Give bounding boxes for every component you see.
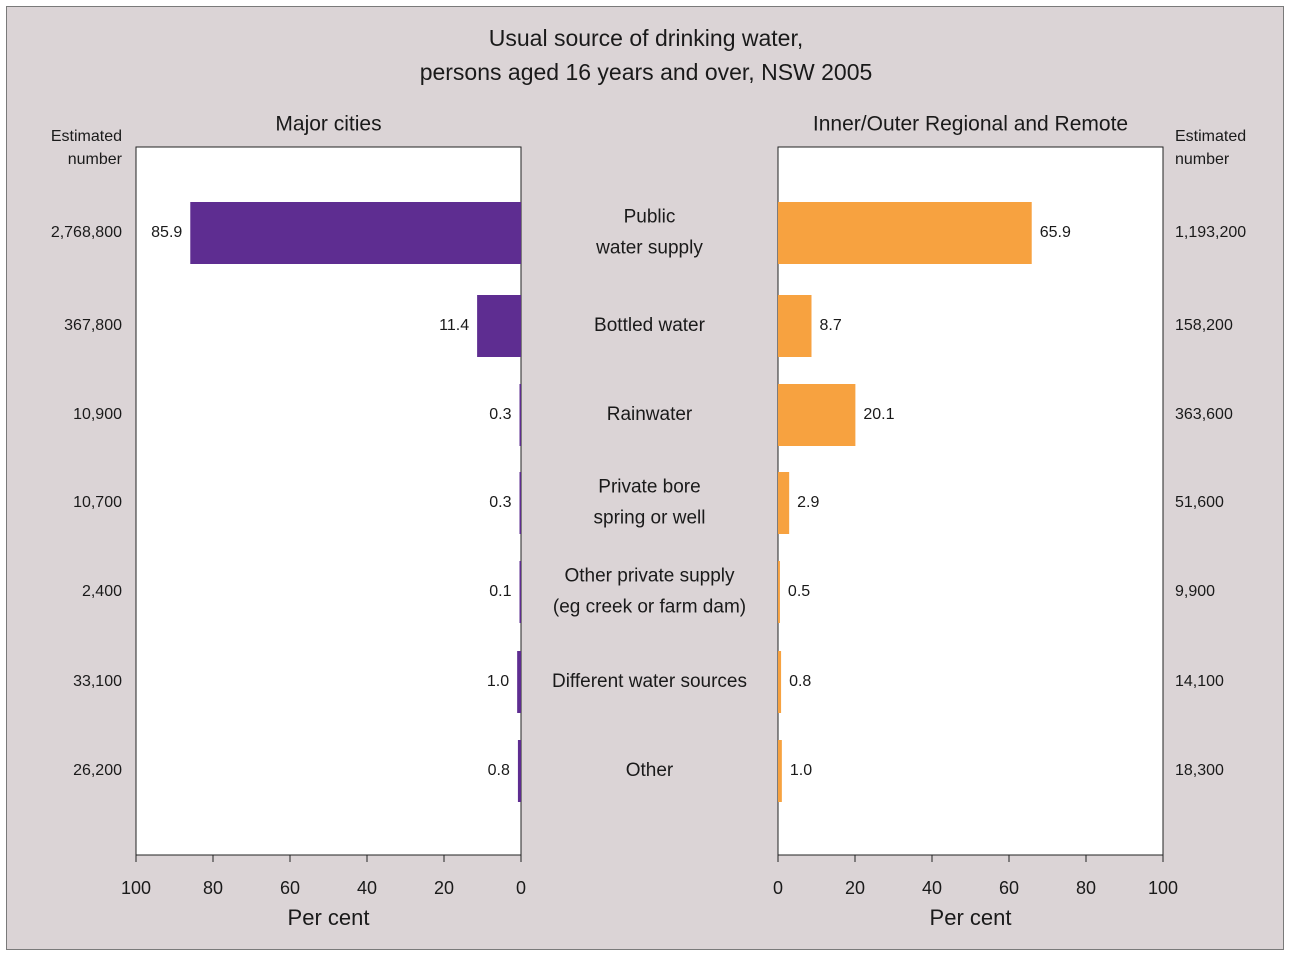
bar <box>517 651 521 713</box>
chart-title-line: Usual source of drinking water, <box>489 25 804 51</box>
x-tick-label: 0 <box>773 878 783 898</box>
bar-value-label: 0.5 <box>788 583 810 600</box>
bar <box>517 740 521 802</box>
estimated-number: 26,200 <box>73 762 122 779</box>
category-label: Other <box>626 760 674 781</box>
estimated-number: 158,200 <box>1175 317 1233 334</box>
x-tick-label: 20 <box>434 878 454 898</box>
bar-value-label: 0.1 <box>489 583 511 600</box>
x-tick-label: 80 <box>203 878 223 898</box>
x-tick-label: 100 <box>1148 878 1178 898</box>
category-label: Bottled water <box>594 315 706 336</box>
category-label: (eg creek or farm dam) <box>553 597 746 618</box>
estimated-number-header: number <box>68 151 123 168</box>
estimated-number: 2,400 <box>82 583 122 600</box>
estimated-number: 1,193,200 <box>1175 224 1246 241</box>
estimated-number: 14,100 <box>1175 673 1224 690</box>
bar-value-label: 0.3 <box>489 494 511 511</box>
bar <box>519 384 521 446</box>
estimated-number-header: number <box>1175 151 1230 168</box>
bar <box>190 202 521 264</box>
chart-title-line: persons aged 16 years and over, NSW 2005 <box>420 59 873 85</box>
bar <box>778 384 856 446</box>
bar-value-label: 1.0 <box>790 762 812 779</box>
panel-major-cities: Major cities 85.9 11.4 0.3 0.3 0.1 1.0 0.8 0 20 40… <box>51 113 526 930</box>
estimated-number: 51,600 <box>1175 494 1224 511</box>
bar-value-label: 0.3 <box>489 406 511 423</box>
chart-figure: Usual source of drinking water, persons a… <box>6 6 1284 950</box>
bar <box>778 651 782 713</box>
bar-value-label: 2.9 <box>797 494 819 511</box>
estimated-number-header: Estimated <box>1175 128 1246 145</box>
x-axis-label: Per cent <box>930 905 1012 930</box>
bar <box>778 295 812 357</box>
bar <box>778 740 782 802</box>
x-tick-label: 0 <box>516 878 526 898</box>
x-tick-label: 20 <box>845 878 865 898</box>
category-label: water supply <box>595 238 703 259</box>
category-label: Private bore <box>598 477 700 498</box>
estimated-number: 9,900 <box>1175 583 1215 600</box>
x-axis-label: Per cent <box>288 905 370 930</box>
estimated-number: 10,900 <box>73 406 122 423</box>
category-label: Different water sources <box>552 671 747 692</box>
plot-area <box>135 146 522 856</box>
estimated-number: 33,100 <box>73 673 122 690</box>
bar-value-label: 20.1 <box>863 406 894 423</box>
bar <box>778 472 790 534</box>
bar-value-label: 85.9 <box>151 224 182 241</box>
bar-value-label: 0.8 <box>488 762 510 779</box>
estimated-number: 363,600 <box>1175 406 1233 423</box>
x-tick-label: 80 <box>1076 878 1096 898</box>
estimated-number: 367,800 <box>64 317 122 334</box>
bar <box>519 472 521 534</box>
plot-area <box>777 146 1164 856</box>
bar-value-label: 65.9 <box>1040 224 1071 241</box>
estimated-number: 10,700 <box>73 494 122 511</box>
bar-value-label: 11.4 <box>439 317 469 334</box>
chart-svg: Usual source of drinking water, persons a… <box>51 25 1246 930</box>
estimated-number-header: Estimated <box>51 128 122 145</box>
panel-title: Major cities <box>275 113 381 136</box>
bar <box>778 202 1032 264</box>
category-label: Other private supply <box>564 566 735 587</box>
panel-regional-remote: Inner/Outer Regional and Remote 65.9 8.7 20… <box>773 113 1246 930</box>
bar-value-label: 1.0 <box>487 673 509 690</box>
x-tick-label: 60 <box>280 878 300 898</box>
estimated-number: 18,300 <box>1175 762 1224 779</box>
bar-value-label: 8.7 <box>819 317 841 334</box>
bar <box>477 295 521 357</box>
x-tick-label: 60 <box>999 878 1019 898</box>
x-tick-label: 40 <box>357 878 377 898</box>
category-label: Rainwater <box>607 404 693 425</box>
estimated-number: 2,768,800 <box>51 224 122 241</box>
bar <box>778 561 780 623</box>
x-tick-label: 100 <box>121 878 151 898</box>
category-label: spring or well <box>594 508 706 529</box>
bar <box>519 561 521 623</box>
x-tick-label: 40 <box>922 878 942 898</box>
panel-title: Inner/Outer Regional and Remote <box>813 113 1128 136</box>
bar-value-label: 0.8 <box>789 673 811 690</box>
category-label: Public <box>624 207 676 228</box>
